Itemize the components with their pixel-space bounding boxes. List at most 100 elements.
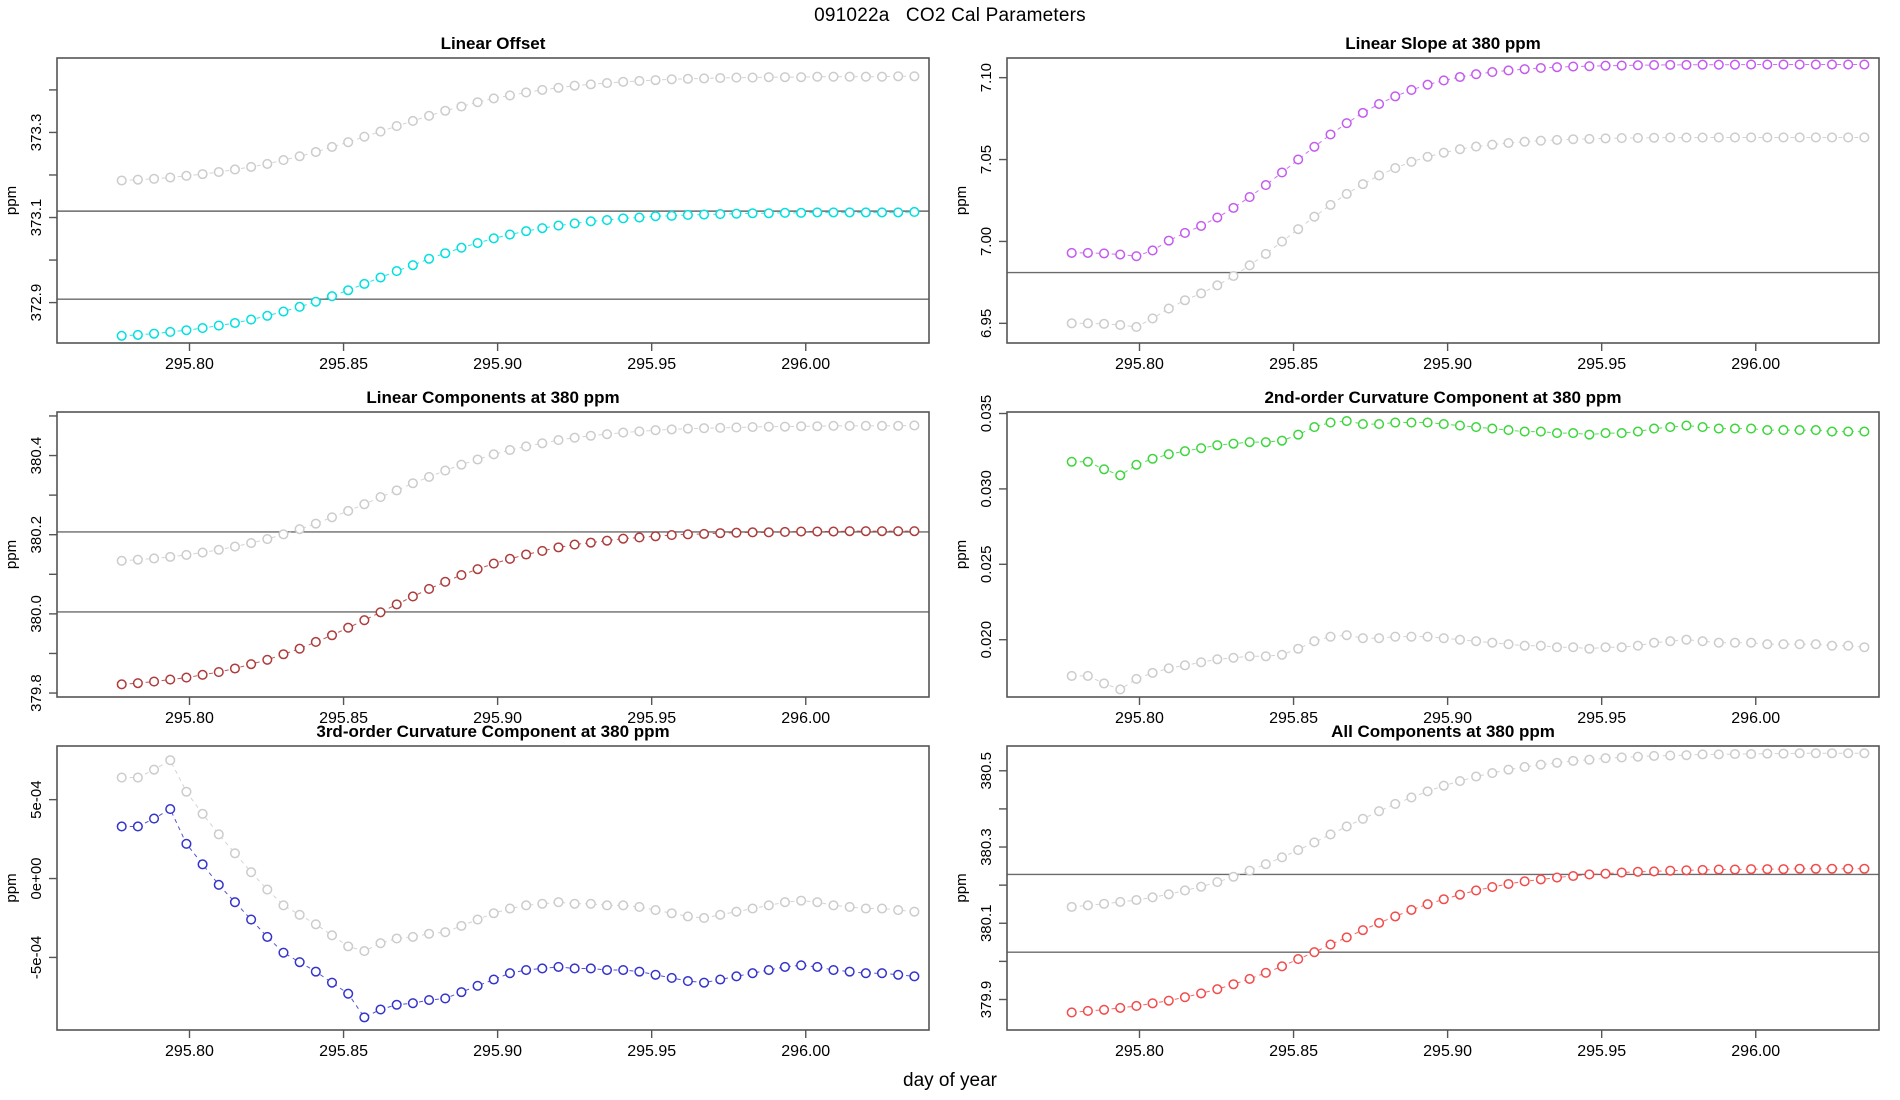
data-point: [343, 137, 354, 148]
data-point: [585, 898, 596, 909]
data-point: [1163, 889, 1174, 900]
data-point: [1487, 67, 1498, 78]
data-point: [715, 209, 726, 220]
data-point: [553, 542, 564, 553]
data-point: [812, 71, 823, 82]
data-point: [165, 804, 176, 815]
data-point: [1535, 640, 1546, 651]
data-point: [1244, 260, 1255, 271]
y-tick-label: 380.0: [28, 595, 45, 633]
data-point: [650, 905, 661, 916]
data-point: [650, 425, 661, 436]
data-point: [1390, 798, 1401, 809]
data-point: [1616, 428, 1627, 439]
data-point: [1697, 422, 1708, 433]
data-point: [537, 963, 548, 974]
data-point: [779, 72, 791, 83]
data-point: [1551, 757, 1563, 768]
data-point: [860, 968, 871, 979]
data-point: [1794, 425, 1805, 436]
data-point: [1163, 995, 1174, 1006]
data-point: [1503, 425, 1514, 436]
data-point: [407, 998, 418, 1009]
data-point: [213, 667, 224, 678]
data-point: [893, 420, 904, 431]
y-axis-unit-label: ppm: [3, 540, 20, 569]
y-tick-label: 380.5: [978, 752, 995, 790]
data-point: [1293, 429, 1304, 440]
data-point: [1390, 163, 1401, 174]
data-point: [1471, 636, 1482, 647]
data-point: [472, 454, 483, 465]
data-point: [1454, 71, 1465, 83]
data-point: [1422, 79, 1433, 90]
data-point: [1179, 885, 1190, 896]
data-point: [828, 420, 839, 431]
data-point: [424, 253, 435, 264]
data-point: [1357, 419, 1368, 430]
data-point: [876, 71, 888, 82]
data-point: [893, 71, 904, 82]
data-point: [181, 838, 192, 849]
x-tick-label: 295.90: [473, 710, 522, 727]
data-point: [149, 328, 160, 339]
data-point: [1406, 904, 1417, 915]
data-point: [197, 669, 208, 680]
data-point: [229, 164, 240, 175]
data-point: [1826, 132, 1838, 143]
data-point: [1810, 132, 1821, 143]
data-point: [1713, 423, 1724, 434]
data-point: [440, 927, 451, 938]
data-point: [165, 551, 176, 562]
data-point: [1374, 98, 1385, 110]
data-point: [521, 549, 532, 560]
data-point: [262, 931, 273, 942]
data-point: [1568, 134, 1579, 145]
panel-border: [1006, 411, 1880, 698]
panel-border: [56, 57, 930, 344]
data-point: [650, 969, 661, 980]
data-point: [246, 867, 257, 878]
data-point: [1713, 749, 1724, 760]
data-point: [1826, 426, 1838, 437]
data-point: [181, 325, 192, 336]
data-point: [569, 80, 580, 91]
data-point: [796, 421, 807, 432]
data-point: [1341, 415, 1352, 427]
series-current: [116, 206, 920, 341]
x-tick-label: 295.90: [1423, 1043, 1472, 1060]
data-point: [1099, 1004, 1110, 1015]
data-point: [666, 210, 677, 221]
data-point: [1147, 245, 1158, 256]
data-point: [731, 208, 742, 219]
data-point: [1374, 917, 1385, 928]
data-point: [747, 527, 758, 538]
data-point: [1600, 868, 1611, 879]
data-point: [1212, 212, 1223, 223]
data-point: [1762, 748, 1773, 759]
data-point: [1746, 59, 1757, 70]
data-point: [876, 968, 888, 979]
data-point: [1147, 998, 1158, 1009]
data-point: [294, 909, 305, 920]
data-point: [246, 314, 257, 325]
data-point: [1584, 133, 1595, 144]
series-line: [121, 424, 915, 562]
data-point: [1600, 428, 1611, 439]
data-point: [1729, 59, 1741, 70]
data-point: [1082, 456, 1093, 467]
data-point: [1374, 806, 1385, 817]
data-point: [618, 213, 629, 224]
series-line: [1071, 634, 1865, 691]
data-point: [116, 555, 127, 566]
data-point: [213, 829, 224, 840]
data-point: [375, 272, 386, 283]
data-point: [1212, 877, 1223, 888]
data-point: [1487, 423, 1498, 434]
data-point: [699, 423, 710, 434]
data-point: [796, 526, 807, 537]
series-reference: [116, 420, 920, 566]
data-point: [666, 972, 677, 983]
data-point: [1422, 899, 1433, 910]
data-point: [585, 430, 596, 441]
